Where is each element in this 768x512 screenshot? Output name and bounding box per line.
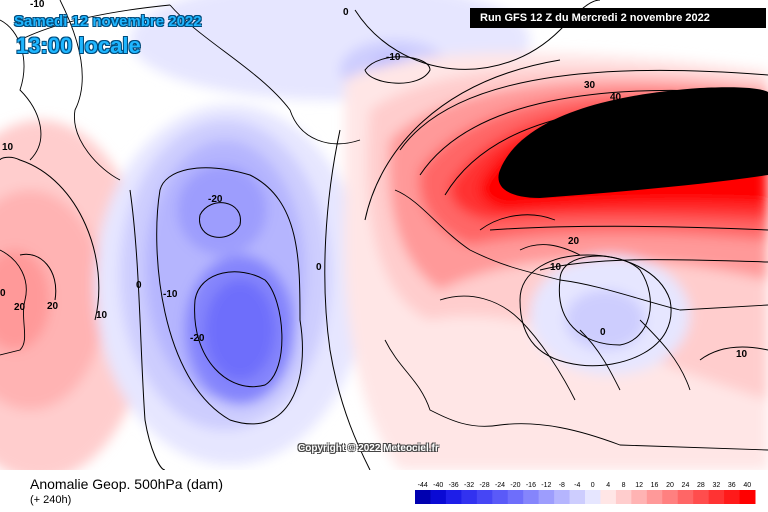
contour-label: 10 — [2, 142, 14, 153]
legend-tick-label: -8 — [559, 482, 565, 489]
legend-tick-label: 4 — [606, 482, 610, 489]
legend-swatch — [677, 490, 694, 504]
contour-label: 10 — [550, 262, 562, 273]
forecast-date: Samedi 12 novembre 2022 — [14, 13, 202, 30]
lead-time: (+ 240h) — [30, 494, 72, 506]
contour-label: 20 — [568, 236, 580, 247]
legend-tick-label: -12 — [541, 482, 551, 489]
legend-swatch — [445, 490, 462, 504]
legend-swatch — [724, 490, 741, 504]
legend-swatch — [615, 490, 632, 504]
contour-label: 20 — [47, 301, 59, 312]
legend-swatch — [662, 490, 679, 504]
legend-swatches — [415, 490, 756, 504]
legend-swatch — [415, 490, 431, 504]
model-run-banner: Run GFS 12 Z du Mercredi 2 novembre 2022 — [470, 8, 766, 28]
legend-swatch — [646, 490, 663, 504]
contour-label: -10 — [30, 0, 45, 10]
legend-swatch — [631, 490, 648, 504]
contour-label: 10 — [736, 349, 748, 360]
contour-label: 30 — [584, 80, 596, 91]
legend-tick-label: -36 — [449, 482, 459, 489]
legend-swatch — [476, 490, 493, 504]
contour-label: -20 — [208, 194, 223, 205]
contour-label: -10 — [386, 52, 401, 63]
legend-tick-label: 32 — [712, 482, 720, 489]
map-title: Anomalie Geop. 500hPa (dam) — [30, 476, 223, 492]
legend-swatch — [554, 490, 571, 504]
forecast-local-time: 13:00 locale — [16, 33, 141, 58]
legend-swatch — [461, 490, 478, 504]
legend-tick-label: 0 — [591, 482, 595, 489]
legend-tick-label: -40 — [433, 482, 443, 489]
legend-swatch — [507, 490, 524, 504]
contour-lines — [0, 0, 768, 470]
copyright-text: Copyright © 2022 Meteociel.fr — [298, 443, 439, 454]
legend-tick-label: 28 — [697, 482, 705, 489]
legend-tick-label: -28 — [479, 482, 489, 489]
contour-label: 0 — [0, 288, 6, 299]
legend-tick-label: 12 — [635, 482, 643, 489]
contour-label: -10 — [163, 289, 178, 300]
legend-swatch — [739, 490, 756, 504]
contour-label: 10 — [96, 310, 108, 321]
legend-swatch — [600, 490, 617, 504]
legend-tick-label: -20 — [510, 482, 520, 489]
legend-tick-label: -32 — [464, 482, 474, 489]
legend-tick-label: -44 — [418, 482, 428, 489]
legend-swatch — [708, 490, 725, 504]
legend-swatch — [569, 490, 586, 504]
legend-swatch — [693, 490, 710, 504]
legend-tick-label: -24 — [495, 482, 505, 489]
legend-tick-label: 24 — [682, 482, 690, 489]
legend-swatch — [430, 490, 447, 504]
contour-label: 0 — [316, 262, 322, 273]
legend-tick-label: 36 — [728, 482, 736, 489]
legend-swatch — [523, 490, 540, 504]
extreme-anomaly-core — [498, 87, 768, 198]
color-scale-legend: -44 -40 -36 -32 -28 -24 -20 -16 -12 -8 -4 0 4 8 12 16 20… — [415, 482, 756, 504]
contour-label: 20 — [14, 302, 26, 313]
contour-label: -20 — [190, 333, 205, 344]
contour-label: 40 — [610, 92, 622, 103]
legend-tick-label: 20 — [666, 482, 674, 489]
contour-label: 0 — [600, 327, 606, 338]
coastlines — [0, 0, 768, 451]
legend-swatch — [538, 490, 555, 504]
legend-tick-labels: -44 -40 -36 -32 -28 -24 -20 -16 -12 -8 -4 0 4 8 12 16 20… — [418, 482, 752, 489]
contour-label: 0 — [343, 7, 349, 18]
legend-tick-label: -4 — [574, 482, 580, 489]
legend-tick-label: 40 — [743, 482, 751, 489]
contour-label: 0 — [136, 280, 142, 291]
legend-tick-label: 16 — [651, 482, 659, 489]
anomaly-map: -10 0 -10 -20 -10 -20 0 10 20 30 40 0 20… — [0, 0, 768, 470]
legend-swatch — [585, 490, 601, 504]
legend-swatch — [492, 490, 509, 504]
legend-tick-label: 8 — [622, 482, 626, 489]
legend-tick-label: -16 — [526, 482, 536, 489]
contour-labels: -10 0 -10 -20 -10 -20 0 10 20 30 40 0 20… — [0, 0, 748, 360]
